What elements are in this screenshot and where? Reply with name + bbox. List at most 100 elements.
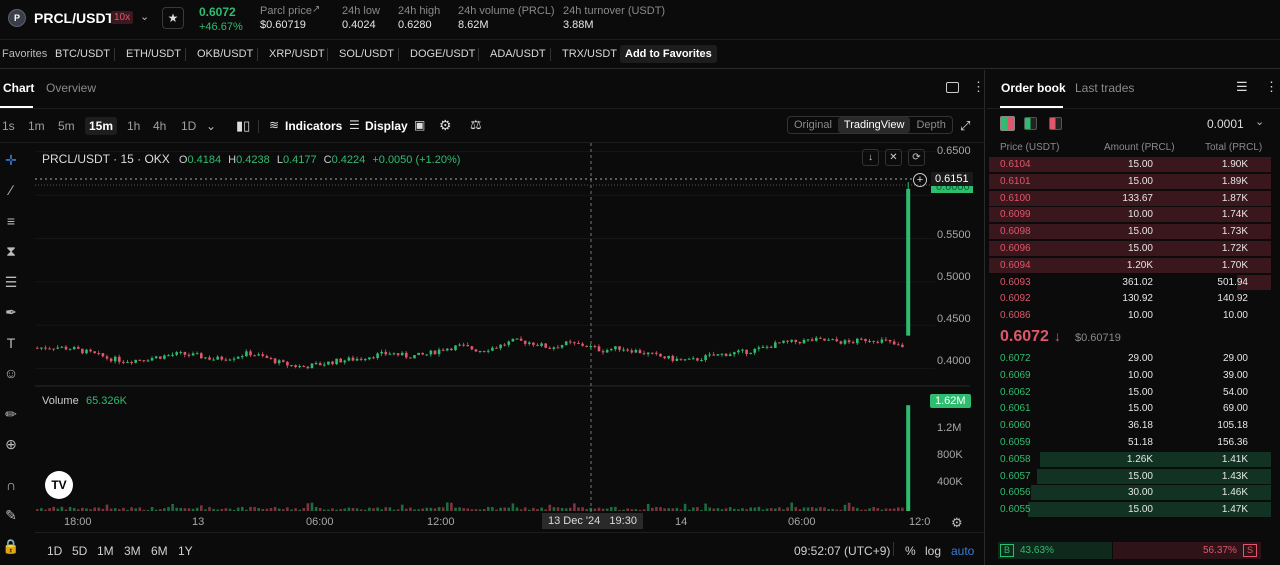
range-1y[interactable]: 1Y: [178, 544, 193, 558]
percent-toggle[interactable]: %: [905, 544, 916, 558]
external-link-icon[interactable]: ↗: [312, 4, 321, 15]
candle-type-icon[interactable]: ▮▯: [236, 118, 251, 133]
favorite-item[interactable]: ETH/USDT: [126, 48, 181, 60]
view-mode-original[interactable]: Original: [794, 119, 832, 131]
indicators-button[interactable]: Indicators: [285, 119, 343, 133]
ask-row[interactable]: 0.6094 1.20K 1.70K: [986, 257, 1271, 274]
book-view-both-icon[interactable]: [1000, 116, 1015, 131]
timeframe-1m[interactable]: 1m: [28, 119, 45, 133]
tradingview-logo[interactable]: TV: [45, 471, 73, 499]
favorite-star-button[interactable]: ★: [162, 7, 184, 29]
ask-row[interactable]: 0.6093 361.02 501.94: [986, 274, 1271, 291]
pair-selector[interactable]: PRCL/USDT: [34, 10, 115, 26]
tab-overview[interactable]: Overview: [46, 81, 97, 95]
price-chart[interactable]: [35, 143, 970, 513]
bid-row[interactable]: 0.6062 15.00 54.00: [986, 385, 1266, 401]
ask-row[interactable]: 0.6100 133.67 1.87K: [986, 190, 1271, 207]
horizontal-lines-icon[interactable]: ≡: [6, 213, 16, 229]
view-mode-depth[interactable]: Depth: [916, 119, 946, 131]
candle: [536, 344, 539, 346]
ask-row[interactable]: 0.6099 10.00 1.74K: [986, 207, 1271, 223]
zoom-in-icon[interactable]: ⊕: [5, 436, 17, 452]
tab-order-book[interactable]: Order book: [1001, 81, 1066, 95]
more-vertical-icon[interactable]: ⋮: [1265, 79, 1278, 94]
auto-toggle[interactable]: auto: [951, 544, 975, 558]
range-1m[interactable]: 1M: [97, 544, 114, 558]
favorite-item[interactable]: SOL/USDT: [339, 48, 395, 60]
fullscreen-icon[interactable]: ⤢: [960, 118, 971, 133]
range-1d[interactable]: 1D: [47, 544, 63, 558]
chevron-down-icon[interactable]: ⌄: [206, 119, 217, 133]
range-6m[interactable]: 6M: [151, 544, 168, 558]
ask-row[interactable]: 0.6104 15.00 1.90K: [986, 157, 1271, 173]
ask-row[interactable]: 0.6092 130.92 140.92: [986, 291, 1266, 307]
fib-icon[interactable]: ☰: [4, 274, 18, 290]
collapse-icon[interactable]: ✕: [885, 149, 902, 166]
bid-row[interactable]: 0.6061 15.00 69.00: [986, 401, 1266, 417]
more-vertical-icon[interactable]: ⋮: [972, 79, 985, 94]
display-button[interactable]: Display: [365, 119, 408, 133]
ask-row[interactable]: 0.6086 10.00 10.00: [986, 308, 1266, 324]
favorite-item[interactable]: OKB/USDT: [197, 48, 254, 60]
candle: [388, 353, 392, 355]
crosshair-time-label: 13 Dec '24 19:30: [542, 513, 643, 529]
depth-bar: [989, 190, 1271, 206]
gear-icon[interactable]: ⚙: [439, 117, 452, 133]
book-view-bids-icon[interactable]: [1024, 117, 1037, 130]
volume-bar: [667, 508, 670, 511]
bid-row[interactable]: 0.6072 29.00 29.00: [986, 351, 1266, 367]
timeframe-4h[interactable]: 4h: [153, 119, 167, 133]
window-icon[interactable]: [946, 82, 959, 93]
book-view-asks-icon[interactable]: [1049, 117, 1062, 130]
template-icon[interactable]: ▣: [414, 118, 426, 132]
chevron-down-icon[interactable]: ⌄: [140, 11, 150, 23]
crosshair-icon[interactable]: ✛: [5, 152, 17, 168]
range-3m[interactable]: 3M: [124, 544, 141, 558]
favorite-item[interactable]: TRX/USDT: [562, 48, 617, 60]
timeframe-5m[interactable]: 5m: [58, 119, 75, 133]
timeframe-15m[interactable]: 15m: [85, 117, 118, 135]
settings-icon[interactable]: ⚙: [951, 515, 963, 530]
pattern-icon[interactable]: ⧗: [6, 243, 16, 259]
favorite-item[interactable]: XRP/USDT: [269, 48, 325, 60]
timeframe-1d[interactable]: 1D: [181, 119, 197, 133]
precision-select[interactable]: 0.0001: [1207, 117, 1244, 131]
timeframe-1h[interactable]: 1h: [127, 119, 141, 133]
ruler-icon[interactable]: ✏: [5, 406, 17, 422]
tab-last-trades[interactable]: Last trades: [1075, 81, 1135, 95]
emoji-icon[interactable]: ☺: [3, 365, 19, 381]
trend-line-icon[interactable]: ∕: [9, 182, 13, 198]
view-mode-tradingview[interactable]: TradingView: [837, 117, 911, 133]
brush-icon[interactable]: ✒: [5, 304, 17, 320]
favorite-item[interactable]: ADA/USDT: [490, 48, 546, 60]
log-toggle[interactable]: log: [925, 544, 942, 558]
scale-icon[interactable]: ⚖: [470, 117, 482, 132]
bid-row[interactable]: 0.6069 10.00 39.00: [986, 368, 1266, 384]
ask-row[interactable]: 0.6101 15.00 1.89K: [986, 173, 1271, 190]
favorite-item[interactable]: DOGE/USDT: [410, 48, 476, 60]
tab-chart[interactable]: Chart: [3, 81, 35, 95]
bid-row[interactable]: 0.6056 30.00 1.46K: [986, 485, 1271, 501]
magnet-icon[interactable]: ∩: [5, 477, 17, 493]
bid-row[interactable]: 0.6055 15.00 1.47K: [986, 502, 1271, 518]
bid-row[interactable]: 0.6059 51.18 156.36: [986, 435, 1266, 451]
favorite-item[interactable]: BTC/USDT: [55, 48, 110, 60]
ask-row[interactable]: 0.6096 15.00 1.72K: [986, 241, 1271, 257]
range-5d[interactable]: 5D: [72, 544, 88, 558]
clock[interactable]: 09:52:07 (UTC+9): [794, 544, 891, 558]
text-tool-icon[interactable]: T: [6, 335, 16, 351]
chevron-down-icon[interactable]: ⌄: [1255, 116, 1265, 128]
ask-row[interactable]: 0.6098 15.00 1.73K: [986, 224, 1271, 240]
lock-icon[interactable]: 🔒: [2, 538, 20, 554]
timeframe-1s[interactable]: 1s: [2, 119, 15, 133]
add-to-favorites-button[interactable]: Add to Favorites: [620, 45, 717, 63]
add-alert-icon[interactable]: +: [913, 173, 927, 187]
bid-row[interactable]: 0.6060 36.18 105.18: [986, 418, 1266, 434]
bid-row[interactable]: 0.6058 1.26K 1.41K: [986, 451, 1271, 468]
arrow-down-icon[interactable]: ↓: [862, 149, 879, 166]
lock-drawings-icon[interactable]: ✎: [5, 507, 17, 523]
sliders-icon[interactable]: ☰: [1236, 79, 1248, 94]
refresh-icon[interactable]: ⟳: [908, 149, 925, 166]
bid-row[interactable]: 0.6057 15.00 1.43K: [986, 468, 1271, 485]
divider: [0, 108, 985, 109]
